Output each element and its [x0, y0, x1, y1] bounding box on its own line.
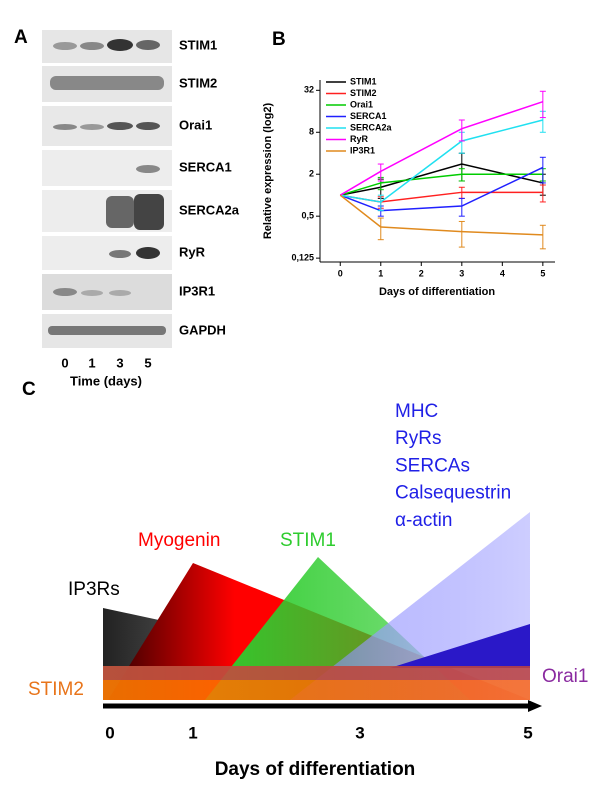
y-tick-label: 0,125 [291, 253, 314, 263]
band [136, 40, 160, 50]
error-bar [539, 224, 546, 250]
lane-label: 0 [61, 355, 68, 370]
day-label: 5 [523, 723, 532, 742]
legend-label: RyR [350, 134, 369, 144]
error-bar [458, 119, 465, 142]
day-label: 3 [355, 723, 364, 742]
error-bar [377, 163, 384, 182]
band [53, 124, 77, 130]
late-markers-dark-shape [390, 624, 530, 668]
band [107, 122, 133, 130]
blots [42, 30, 172, 348]
myogenin-label: Myogenin [138, 530, 220, 551]
lane-label: 5 [144, 355, 151, 370]
legend-label: Orai1 [350, 99, 373, 109]
panel-label: C [22, 379, 36, 400]
legend-label: IP3R1 [350, 145, 375, 155]
band [80, 42, 104, 50]
late-marker-label: α-actin [395, 510, 452, 531]
orai1-label: Orai1 [542, 666, 588, 687]
late-marker-label: MHC [395, 401, 438, 422]
x-tick-label: 4 [500, 268, 505, 278]
band [48, 326, 166, 335]
stim2-band [103, 666, 530, 700]
x-axis-label: Time (days) [70, 373, 142, 388]
band [53, 42, 77, 50]
series-line [340, 173, 543, 196]
x-tick-label: 3 [459, 268, 464, 278]
band [106, 196, 134, 228]
y-axis-label: Relative expression (log2) [262, 103, 274, 240]
x-axis-label: Days of differentiation [215, 759, 416, 780]
band [134, 194, 164, 230]
protein-label: GAPDH [179, 322, 226, 337]
error-bar [539, 156, 546, 184]
protein-label: SERCA1 [179, 159, 232, 174]
y-tick-label: 0,5 [301, 211, 314, 221]
error-bar [458, 197, 465, 217]
lane-label: 1 [88, 355, 95, 370]
band [81, 290, 103, 296]
legend-label: STIM2 [350, 88, 377, 98]
protein-label: STIM1 [179, 37, 217, 52]
band [109, 290, 131, 296]
protein-label: IP3R1 [179, 283, 215, 298]
y-tick-label: 2 [309, 169, 314, 179]
series-line [339, 100, 544, 196]
protein-label: RyR [179, 244, 206, 259]
protein-label: STIM2 [179, 75, 217, 90]
ip3rs-label: IP3Rs [68, 579, 120, 600]
line-chart: B Relative expression (log2) Days of dif… [262, 29, 555, 298]
series-line [340, 119, 544, 203]
series-line [340, 163, 544, 196]
band [53, 288, 77, 296]
lane-label: 3 [116, 355, 123, 370]
x-tick-label: 5 [540, 268, 545, 278]
day-label: 1 [188, 723, 197, 742]
series-line [339, 194, 543, 236]
y-tick-label: 8 [309, 127, 314, 137]
band [107, 39, 133, 51]
series-line [339, 166, 544, 212]
late-marker-label: RyRs [395, 428, 441, 449]
band [136, 122, 160, 130]
late-marker-label: Calsequestrin [395, 483, 511, 504]
stim2-label: STIM2 [28, 679, 84, 700]
error-bar [377, 217, 384, 241]
orai1-band [103, 666, 530, 680]
x-axis-label: Days of differentiation [379, 286, 495, 298]
protein-label: SERCA2a [179, 202, 240, 217]
band [136, 247, 160, 259]
panel-label: A [14, 27, 28, 48]
error-bar [458, 168, 465, 182]
legend-label: SERCA1 [350, 111, 387, 121]
y-tick-label: 32 [304, 85, 314, 95]
late-marker-label: SERCAs [395, 455, 470, 476]
band [80, 124, 104, 130]
error-bar [539, 90, 546, 119]
x-tick-label: 0 [338, 268, 343, 278]
error-bar [377, 194, 384, 212]
error-bar [539, 184, 546, 203]
error-bar [458, 220, 465, 248]
stim1-label: STIM1 [280, 530, 336, 551]
band [136, 165, 160, 173]
band [50, 76, 164, 90]
panel-label: B [272, 29, 286, 50]
day-label: 0 [105, 723, 114, 742]
x-tick-label: 2 [419, 268, 424, 278]
legend-label: SERCA2a [350, 122, 393, 132]
western-blot-panel: A Time (days) STIM1 STIM2 Orai1 SERCA1 SERCA… [14, 27, 240, 388]
timeline-diagram: C Myogenin STIM1 IP3Rs STIM2 Orai1 Days … [22, 379, 588, 780]
x-tick-label: 1 [378, 268, 383, 278]
protein-label: Orai1 [179, 117, 212, 132]
legend-label: STIM1 [350, 76, 377, 86]
axis-arrow [528, 700, 542, 712]
band [109, 250, 131, 258]
